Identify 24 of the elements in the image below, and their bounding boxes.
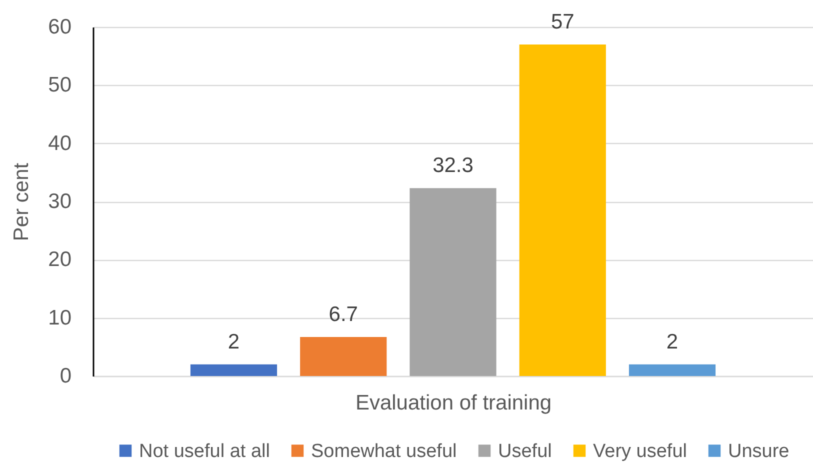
- bar: [410, 188, 496, 376]
- x-axis-title: Evaluation of training: [355, 392, 552, 414]
- y-tick-label: 10: [48, 306, 72, 330]
- data-label: 2: [666, 330, 678, 354]
- data-label: 6.7: [328, 303, 358, 326]
- y-axis-title: Per cent: [10, 162, 34, 242]
- bar: [628, 364, 716, 376]
- legend-label: Very useful: [593, 440, 687, 462]
- y-tick-label: 60: [48, 16, 72, 38]
- y-tick-label: 20: [48, 248, 72, 272]
- y-tick-label: 50: [48, 74, 72, 97]
- legend-label: Somewhat useful: [311, 440, 457, 462]
- bar: [300, 337, 387, 376]
- bar: [519, 44, 606, 376]
- legend-label: Useful: [498, 440, 552, 462]
- y-tick-label: 40: [48, 132, 72, 155]
- y-tick-label: 0: [60, 364, 72, 388]
- legend-label: Not useful at all: [139, 440, 270, 462]
- bar: [190, 364, 278, 376]
- data-label: 57: [550, 10, 574, 34]
- data-label: 2: [228, 330, 240, 354]
- data-label: 32.3: [432, 154, 474, 178]
- legend-label: Unsure: [728, 440, 790, 462]
- y-tick-label: 30: [48, 190, 72, 213]
